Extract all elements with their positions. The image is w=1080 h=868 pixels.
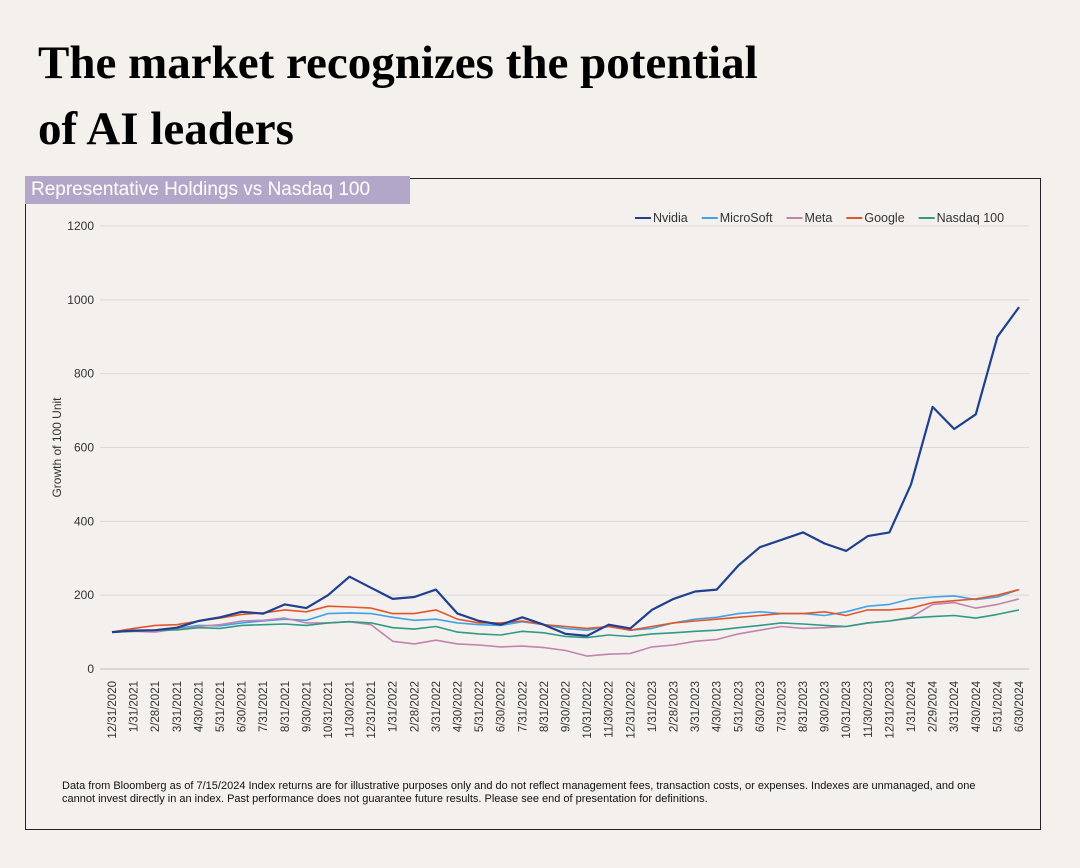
x-tick-label: 7/31/2022	[517, 681, 529, 732]
x-tick-label: 8/31/2023	[798, 681, 810, 732]
legend-label-meta: Meta	[805, 211, 833, 225]
x-tick-label: 3/31/2023	[690, 681, 702, 732]
series-line-nvidia	[111, 306, 1020, 637]
x-tick-label: 1/31/2022	[388, 681, 400, 732]
x-tick-label: 3/31/2024	[949, 680, 961, 732]
x-tick-label: 6/30/2021	[237, 681, 249, 732]
x-tick-label: 10/31/2023	[841, 681, 853, 739]
footnote-line-2: cannot invest directly in an index. Past…	[62, 793, 708, 805]
title-line-2: of AI leaders	[38, 103, 294, 155]
y-tick-label: 1200	[67, 219, 94, 233]
panel-label: Representative Holdings vs Nasdaq 100	[25, 176, 410, 204]
x-tick-label: 12/31/2020	[107, 681, 119, 739]
x-tick-label: 9/30/2022	[561, 681, 573, 732]
legend-label-nvidia: Nvidia	[653, 211, 688, 225]
x-tick-label: 1/31/2021	[129, 681, 141, 732]
x-tick-label: 5/31/2022	[474, 681, 486, 732]
x-tick-label: 11/30/2023	[863, 681, 875, 738]
x-tick-label: 6/30/2024	[1014, 680, 1026, 732]
x-tick-label: 3/31/2021	[172, 681, 184, 732]
x-tick-label: 4/30/2021	[193, 681, 205, 732]
x-tick-label: 5/31/2021	[215, 681, 227, 732]
x-tick-label: 7/31/2023	[776, 681, 788, 732]
footnote-line-1: Data from Bloomberg as of 7/15/2024 Inde…	[62, 780, 976, 792]
x-tick-label: 3/31/2022	[431, 681, 443, 732]
y-tick-label: 200	[74, 588, 94, 602]
x-tick-label: 6/30/2022	[496, 681, 508, 732]
x-tick-label: 5/31/2023	[733, 681, 745, 732]
x-tick-label: 4/30/2023	[712, 681, 724, 732]
x-tick-label: 11/30/2021	[345, 681, 357, 738]
x-tick-label: 10/31/2021	[323, 681, 335, 739]
legend-label-microsoft: MicroSoft	[720, 211, 773, 225]
x-tick-label: 4/30/2024	[971, 680, 983, 732]
x-tick-label: 2/28/2021	[150, 681, 162, 732]
x-tick-label: 8/31/2021	[280, 681, 292, 732]
x-tick-label: 9/30/2021	[301, 681, 313, 732]
x-tick-label: 2/28/2022	[409, 681, 421, 732]
x-tick-label: 1/31/2024	[906, 680, 918, 732]
series-line-nasdaq-100	[111, 609, 1020, 639]
y-tick-label: 600	[74, 441, 94, 455]
x-tick-label: 12/31/2023	[884, 681, 896, 739]
footnote: Data from Bloomberg as of 7/15/2024 Inde…	[62, 780, 1022, 806]
x-tick-label: 2/28/2023	[668, 681, 680, 732]
x-tick-label: 12/31/2021	[366, 681, 378, 739]
x-tick-label: 6/30/2023	[755, 681, 767, 732]
y-tick-label: 800	[74, 367, 94, 381]
legend-label-nasdaq-100: Nasdaq 100	[937, 211, 1004, 225]
legend-label-google: Google	[864, 211, 904, 225]
x-tick-label: 10/31/2022	[582, 681, 594, 739]
x-tick-label: 1/31/2023	[647, 681, 659, 732]
x-tick-label: 2/29/2024	[928, 680, 940, 732]
y-tick-label: 400	[74, 514, 94, 528]
x-tick-label: 5/31/2024	[992, 680, 1004, 732]
x-tick-label: 4/30/2022	[453, 681, 465, 732]
x-tick-label: 9/30/2023	[820, 681, 832, 732]
line-chart: 0 200 400 600 800 1000 1200 12/31/2020 1/31/2021…	[50, 211, 1029, 739]
series-line-meta	[111, 598, 1020, 657]
x-tick-label: 11/30/2022	[604, 681, 616, 738]
chart-panel	[25, 178, 1041, 830]
title-line-1: The market recognizes the potential	[38, 37, 758, 89]
y-tick-label: 0	[87, 662, 94, 676]
x-tick-label: 7/31/2021	[258, 681, 270, 732]
y-axis-label: Growth of 100 Unit	[50, 397, 64, 498]
x-tick-label: 12/31/2022	[625, 681, 637, 739]
y-tick-label: 1000	[67, 293, 94, 307]
x-tick-label: 8/31/2022	[539, 681, 551, 732]
page-title: The market recognizes the potential of A…	[38, 30, 938, 162]
